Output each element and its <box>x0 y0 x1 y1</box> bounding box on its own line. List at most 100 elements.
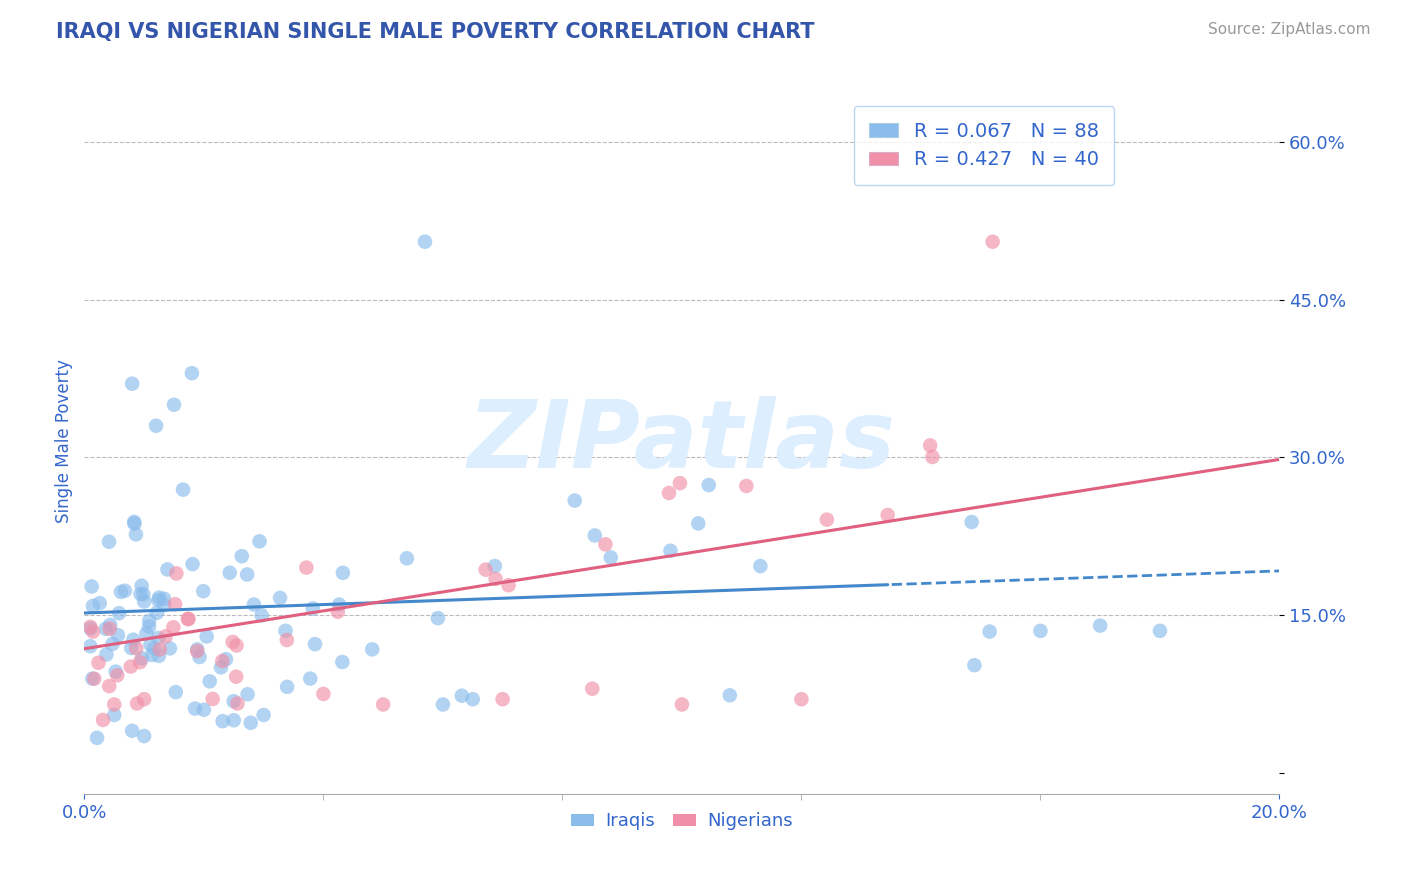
Point <box>129 655 152 669</box>
Point <box>198 674 221 689</box>
Point <box>125 527 148 541</box>
Point <box>146 606 169 620</box>
Point <box>225 639 247 653</box>
Point <box>361 642 384 657</box>
Point <box>326 605 349 619</box>
Point <box>195 630 218 644</box>
Point <box>124 516 146 531</box>
Point <box>156 562 179 576</box>
Point <box>276 632 298 647</box>
Point <box>209 660 232 674</box>
Point <box>599 550 621 565</box>
Y-axis label: Single Male Poverty: Single Male Poverty <box>55 359 73 524</box>
Point <box>979 624 1001 639</box>
Point <box>121 376 143 391</box>
Point <box>186 642 208 657</box>
Point <box>304 637 326 651</box>
Point <box>815 513 838 527</box>
Point <box>461 692 484 706</box>
Point <box>432 698 454 712</box>
Point <box>498 578 520 592</box>
Point <box>188 650 211 665</box>
Point <box>920 438 942 452</box>
Point <box>103 708 125 723</box>
Point <box>132 587 155 601</box>
Legend: Iraqis, Nigerians: Iraqis, Nigerians <box>564 805 800 838</box>
Point <box>484 559 506 574</box>
Point <box>135 626 157 640</box>
Point <box>148 648 170 663</box>
Point <box>96 648 118 662</box>
Point <box>659 543 682 558</box>
Point <box>132 692 156 706</box>
Point <box>98 622 121 636</box>
Point <box>103 698 125 712</box>
Point <box>121 723 143 738</box>
Point <box>981 235 1004 249</box>
Point <box>165 566 187 581</box>
Point <box>125 641 148 656</box>
Point <box>735 479 758 493</box>
Point <box>1029 624 1052 638</box>
Point <box>474 563 496 577</box>
Point <box>583 528 606 542</box>
Point <box>165 685 187 699</box>
Point <box>122 632 145 647</box>
Point <box>222 713 245 727</box>
Point <box>122 515 145 529</box>
Point <box>484 572 506 586</box>
Point <box>139 638 162 652</box>
Point <box>165 597 187 611</box>
Point <box>110 585 132 599</box>
Point <box>120 659 142 673</box>
Point <box>218 566 240 580</box>
Point <box>564 493 586 508</box>
Text: IRAQI VS NIGERIAN SINGLE MALE POVERTY CORRELATION CHART: IRAQI VS NIGERIAN SINGLE MALE POVERTY CO… <box>56 22 814 42</box>
Point <box>163 398 186 412</box>
Point <box>332 566 354 580</box>
Point <box>239 715 262 730</box>
Point <box>181 366 204 380</box>
Point <box>671 698 693 712</box>
Point <box>215 652 238 666</box>
Point <box>149 642 172 657</box>
Point <box>193 584 215 599</box>
Point <box>211 714 233 728</box>
Point <box>131 579 153 593</box>
Point <box>669 476 692 491</box>
Point <box>172 483 194 497</box>
Text: ZIPatlas: ZIPatlas <box>468 395 896 488</box>
Point <box>312 687 335 701</box>
Point <box>658 486 681 500</box>
Point <box>94 622 117 636</box>
Point <box>138 619 160 633</box>
Point <box>328 598 350 612</box>
Point <box>120 640 142 655</box>
Point <box>148 591 170 605</box>
Point <box>134 594 156 608</box>
Point <box>1090 618 1112 632</box>
Point <box>697 478 720 492</box>
Point <box>395 551 418 566</box>
Point <box>243 598 266 612</box>
Point <box>129 587 152 601</box>
Point <box>253 708 276 723</box>
Point <box>159 641 181 656</box>
Point <box>177 612 200 626</box>
Point <box>299 672 322 686</box>
Point <box>790 692 813 706</box>
Point <box>373 698 395 712</box>
Point <box>98 618 121 632</box>
Point <box>82 599 104 613</box>
Point <box>226 697 249 711</box>
Point <box>105 668 128 682</box>
Point <box>274 624 297 638</box>
Point <box>225 670 247 684</box>
Point <box>87 656 110 670</box>
Point <box>114 583 136 598</box>
Point <box>82 624 104 639</box>
Point <box>963 658 986 673</box>
Point <box>181 557 204 571</box>
Point <box>221 635 243 649</box>
Point <box>162 620 184 634</box>
